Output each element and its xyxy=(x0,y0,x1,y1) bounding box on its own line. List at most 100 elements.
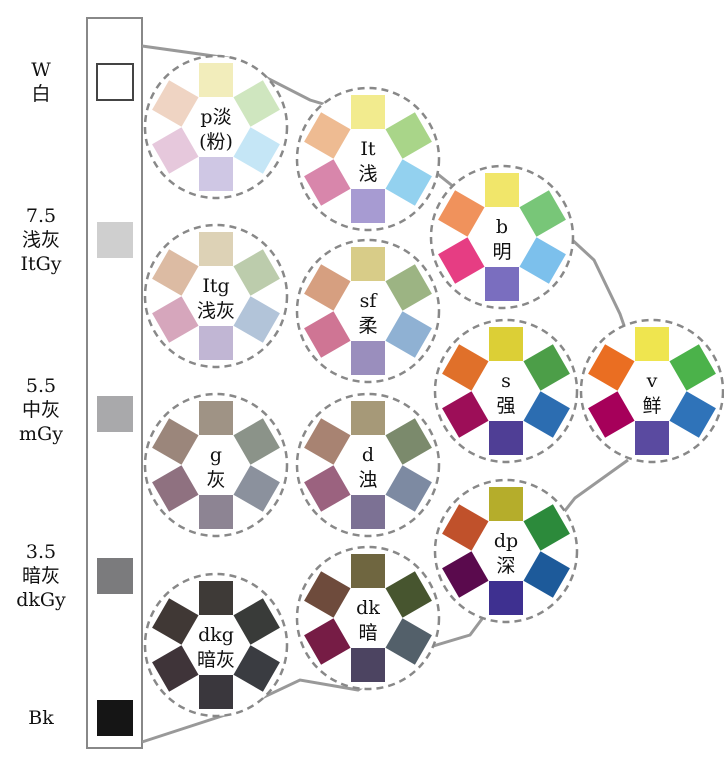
gray-swatches xyxy=(96,63,134,736)
gray-scale-bar xyxy=(86,17,143,749)
gray-label: 3.5 暗灰 dkGy xyxy=(0,540,82,612)
color-swatch xyxy=(588,344,635,391)
gray-swatch xyxy=(97,396,133,432)
tone-name: 暗灰 xyxy=(197,649,235,671)
gray-label-line: 中灰 xyxy=(21,399,60,421)
tone-name: 柔 xyxy=(358,315,377,337)
color-swatch xyxy=(523,344,570,391)
tone-group-s: s强 xyxy=(433,318,579,464)
color-swatch xyxy=(351,401,385,435)
tone-code: Itg xyxy=(202,275,229,297)
tone-group-b: b明 xyxy=(429,164,575,310)
color-swatch xyxy=(669,344,716,391)
color-swatch xyxy=(199,157,233,191)
tone-group-lt: It 浅 xyxy=(295,86,441,232)
color-swatch xyxy=(438,237,485,284)
tone-group-ltg: Itg 浅灰 xyxy=(143,223,289,369)
color-swatch xyxy=(351,341,385,375)
color-swatch xyxy=(199,232,233,266)
color-swatch xyxy=(199,495,233,529)
color-swatch xyxy=(152,249,199,296)
color-swatch xyxy=(304,264,351,311)
color-swatch xyxy=(152,80,199,127)
gray-label-line: 浅灰 xyxy=(21,229,60,251)
tone-code: dp xyxy=(494,530,518,552)
gray-label: Bk xyxy=(0,706,82,730)
color-swatch xyxy=(152,465,199,512)
color-swatch xyxy=(669,391,716,438)
tone-name: 深 xyxy=(496,555,515,577)
tone-code: b xyxy=(496,216,508,238)
color-swatch xyxy=(519,190,566,237)
color-swatch xyxy=(152,645,199,692)
color-swatch xyxy=(385,618,432,665)
color-swatch xyxy=(233,80,280,127)
tone-name: 灰 xyxy=(206,469,225,491)
tone-group-d: d浊 xyxy=(295,392,441,538)
tone-name: (粉) xyxy=(199,131,233,153)
color-swatch xyxy=(199,675,233,709)
color-swatch xyxy=(351,247,385,281)
color-swatch xyxy=(199,63,233,97)
gray-label-line: W xyxy=(31,59,51,81)
color-swatch xyxy=(385,112,432,159)
color-swatch xyxy=(523,504,570,551)
color-swatch xyxy=(385,418,432,465)
color-swatch xyxy=(304,159,351,206)
tone-code: It xyxy=(360,138,376,160)
color-swatch xyxy=(152,296,199,343)
color-swatch xyxy=(152,127,199,174)
gray-label: 5.5 中灰 mGy xyxy=(0,374,82,446)
gray-label-line: Bk xyxy=(28,707,54,729)
color-swatch xyxy=(199,326,233,360)
tone-name: 浅 xyxy=(358,163,377,185)
gray-label-line: dkGy xyxy=(16,589,66,611)
gray-label-line: 7.5 xyxy=(25,205,57,227)
color-swatch xyxy=(485,267,519,301)
color-swatch xyxy=(489,581,523,615)
gray-swatch xyxy=(97,222,133,258)
color-swatch xyxy=(351,554,385,588)
color-swatch xyxy=(233,249,280,296)
tone-group-g: g灰 xyxy=(143,392,289,538)
gray-swatch xyxy=(96,63,134,101)
color-swatch xyxy=(442,391,489,438)
color-swatch xyxy=(233,296,280,343)
gray-swatch xyxy=(97,558,133,594)
color-swatch xyxy=(489,327,523,361)
tone-name: 鲜 xyxy=(642,395,661,417)
tone-code: g xyxy=(210,444,222,466)
color-swatch xyxy=(199,581,233,615)
color-swatch xyxy=(304,311,351,358)
color-swatch xyxy=(233,418,280,465)
color-swatch xyxy=(304,571,351,618)
gray-label-line: mGy xyxy=(19,423,63,445)
color-swatch xyxy=(523,551,570,598)
color-swatch xyxy=(304,418,351,465)
tone-group-p: p淡 (粉) xyxy=(143,54,289,200)
tone-group-dkg: dkg 暗灰 xyxy=(143,572,289,718)
color-swatch xyxy=(304,618,351,665)
tone-name: 明 xyxy=(492,241,511,263)
gray-label: 7.5 浅灰 ItGy xyxy=(0,204,82,276)
gray-label-line: 白 xyxy=(31,83,51,105)
tone-name: 浊 xyxy=(358,469,377,491)
gray-label-line: 5.5 xyxy=(25,375,57,397)
color-swatch xyxy=(385,465,432,512)
color-swatch xyxy=(523,391,570,438)
color-swatch xyxy=(442,551,489,598)
color-swatch xyxy=(233,598,280,645)
color-swatch xyxy=(199,401,233,435)
tone-group-dk: dk 暗 xyxy=(295,545,441,691)
color-swatch xyxy=(385,159,432,206)
tone-code: d xyxy=(362,444,374,466)
color-swatch xyxy=(635,421,669,455)
color-swatch xyxy=(233,127,280,174)
gray-label-line: 暗灰 xyxy=(21,565,60,587)
color-swatch xyxy=(385,311,432,358)
tone-code: sf xyxy=(360,290,379,312)
color-swatch xyxy=(489,487,523,521)
